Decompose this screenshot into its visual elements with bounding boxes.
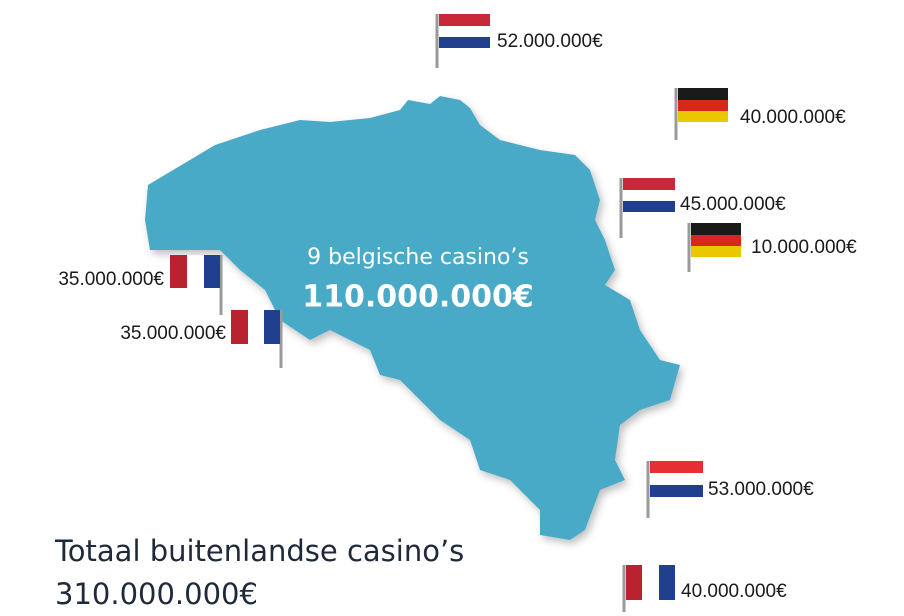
flag-fr	[170, 255, 223, 315]
flag-label: 35.000.000€	[120, 323, 226, 344]
flag-fr	[231, 310, 283, 368]
center-title: 9 belgische casino’s	[307, 245, 529, 270]
flag-nl	[619, 178, 675, 238]
flag-nl	[646, 461, 703, 518]
flag-label: 52.000.000€	[497, 31, 603, 52]
flag-label: 35.000.000€	[58, 269, 164, 290]
flag-de	[687, 223, 741, 272]
flag-fr	[622, 565, 675, 612]
flag-label: 40.000.000€	[740, 107, 846, 128]
total-amount: 310.000.000€	[55, 577, 258, 611]
center-amount: 110.000.000€	[302, 280, 534, 315]
flag-nl	[435, 14, 490, 68]
flag-label: 10.000.000€	[751, 237, 857, 258]
flag-label: 40.000.000€	[681, 581, 787, 602]
total-title: Totaal buitenlandse casino’s	[54, 534, 464, 568]
belgium-map	[145, 96, 680, 540]
flag-label: 53.000.000€	[708, 479, 814, 500]
flag-de	[674, 88, 728, 140]
flag-label: 45.000.000€	[680, 194, 786, 215]
